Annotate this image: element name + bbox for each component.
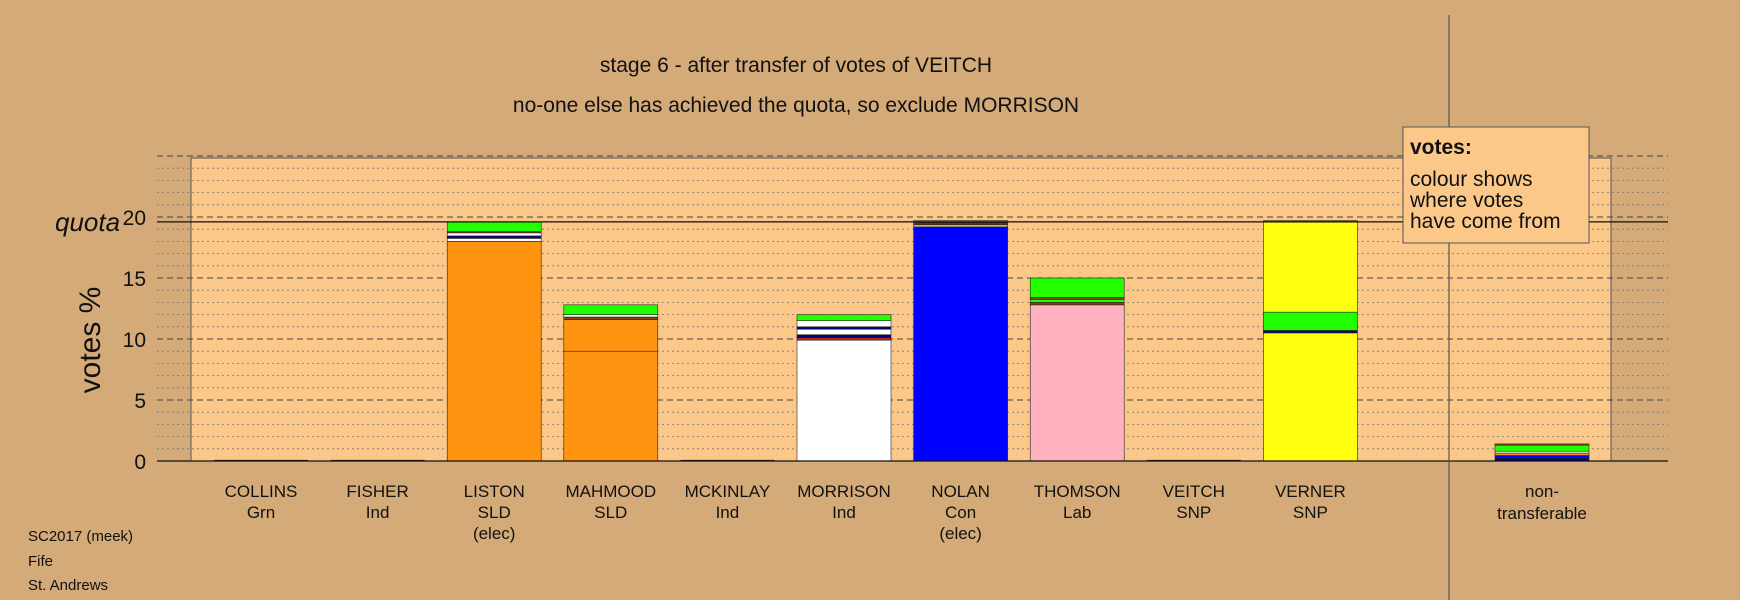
footer-council: Fife	[28, 553, 53, 570]
category-name: NOLAN	[931, 482, 990, 501]
bar-mahmood-segment-1	[564, 319, 658, 351]
category-party: SLD	[594, 503, 627, 522]
legend-title: votes:	[1410, 136, 1472, 159]
category-name: MAHMOOD	[565, 482, 656, 501]
nontransferable-bar	[1495, 444, 1589, 461]
bar-nontransferable-segment-1	[1495, 456, 1589, 459]
y-axis-label: votes %	[74, 287, 107, 394]
bar-liston-segment-2	[447, 236, 541, 238]
y-tick-label: 0	[134, 451, 146, 474]
category-party: Con	[945, 503, 976, 522]
bar-morrison-segment-1	[797, 338, 891, 340]
bar-morrison-segment-4	[797, 327, 891, 329]
bar-verner-segment-2	[1263, 312, 1357, 330]
category-party: SNP	[1293, 503, 1328, 522]
bar-morrison-segment-6	[797, 315, 891, 321]
category-party: Lab	[1063, 503, 1091, 522]
category-name: FISHER	[346, 482, 408, 501]
category-party: SLD	[478, 503, 511, 522]
legend-line-1: colour shows	[1410, 168, 1533, 191]
bar-mahmood-segment-3	[564, 315, 658, 317]
category-name: MORRISON	[797, 482, 891, 501]
bar-nontransferable-segment-5	[1495, 444, 1589, 445]
bar-liston-segment-3	[447, 233, 541, 236]
bar-morrison-segment-2	[797, 335, 891, 338]
bar-thomson-segment-0	[1030, 305, 1124, 461]
category-name: VERNER	[1275, 482, 1346, 501]
bar-mahmood-segment-2	[564, 317, 658, 319]
bar-nolan-segment-0	[914, 227, 1008, 461]
category-name: VEITCH	[1163, 482, 1225, 501]
y-tick-label: 10	[123, 329, 146, 352]
bar-verner-segment-1	[1263, 330, 1357, 332]
category-name: MCKINLAY	[685, 482, 771, 501]
bar-verner-segment-3	[1263, 222, 1357, 312]
bar-mahmood-segment-4	[564, 305, 658, 315]
category-party: SNP	[1176, 503, 1211, 522]
category-name: COLLINS	[225, 482, 298, 501]
nontransferable-label-line1: non-	[1525, 482, 1559, 501]
bar-liston-segment-5	[447, 222, 541, 232]
legend-line-2: where votes	[1409, 189, 1523, 212]
category-note: (elec)	[939, 524, 982, 543]
plot-panel	[191, 158, 1611, 461]
bar-morrison-segment-5	[797, 321, 891, 327]
bar-mahmood-segment-0	[564, 351, 658, 461]
bar-morrison-segment-3	[797, 329, 891, 334]
bar-thomson-segment-4	[1030, 278, 1124, 298]
legend-line-3: have come from	[1410, 210, 1561, 233]
category-party: Ind	[832, 503, 856, 522]
bar-nolan-segment-2	[914, 222, 1008, 224]
bar-thomson-segment-1	[1030, 302, 1124, 304]
chart-subtitle: no-one else has achieved the quota, so e…	[513, 94, 1079, 117]
category-note: (elec)	[473, 524, 516, 543]
category-party: Ind	[366, 503, 390, 522]
quota-label: quota	[55, 207, 120, 237]
nontransferable-label-line2: transferable	[1497, 504, 1587, 523]
category-name: LISTON	[464, 482, 525, 501]
category-labels: COLLINS Grn FISHER Ind LISTON SLD (elec) MAHMOO…	[225, 482, 1346, 543]
legend: votes: colour shows where votes have com…	[1403, 127, 1589, 243]
bar-nontransferable-segment-4	[1495, 445, 1589, 451]
y-tick-label: 15	[123, 268, 146, 291]
footer-ward: St. Andrews	[28, 577, 108, 594]
y-tick-label: 5	[134, 390, 146, 413]
category-party: Grn	[247, 503, 275, 522]
bar-morrison-segment-0	[797, 340, 891, 461]
bar-nontransferable-segment-2	[1495, 453, 1589, 455]
y-tick-label: 20	[123, 207, 146, 230]
category-name: THOMSON	[1034, 482, 1121, 501]
bar-verner-segment-0	[1263, 333, 1357, 461]
y-tick-labels: 0 5 10 15 20	[123, 207, 146, 474]
footer-election: SC2017 (meek)	[28, 528, 133, 545]
bar-liston-segment-1	[447, 238, 541, 241]
category-party: Ind	[716, 503, 740, 522]
bar-thomson-segment-2	[1030, 299, 1124, 302]
bar-liston-segment-0	[447, 241, 541, 461]
chart-title: stage 6 - after transfer of votes of VEI…	[600, 54, 992, 77]
